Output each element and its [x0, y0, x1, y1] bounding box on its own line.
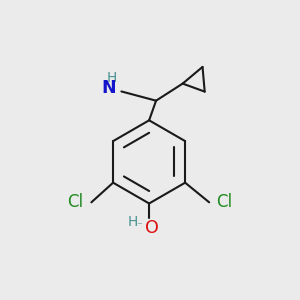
Text: N: N	[101, 79, 116, 97]
Text: ⁻: ⁻	[136, 221, 142, 231]
Text: Cl: Cl	[216, 193, 232, 211]
Text: Cl: Cl	[67, 193, 83, 211]
Text: H: H	[107, 70, 117, 85]
Text: H: H	[128, 215, 138, 230]
Text: O: O	[145, 219, 159, 237]
